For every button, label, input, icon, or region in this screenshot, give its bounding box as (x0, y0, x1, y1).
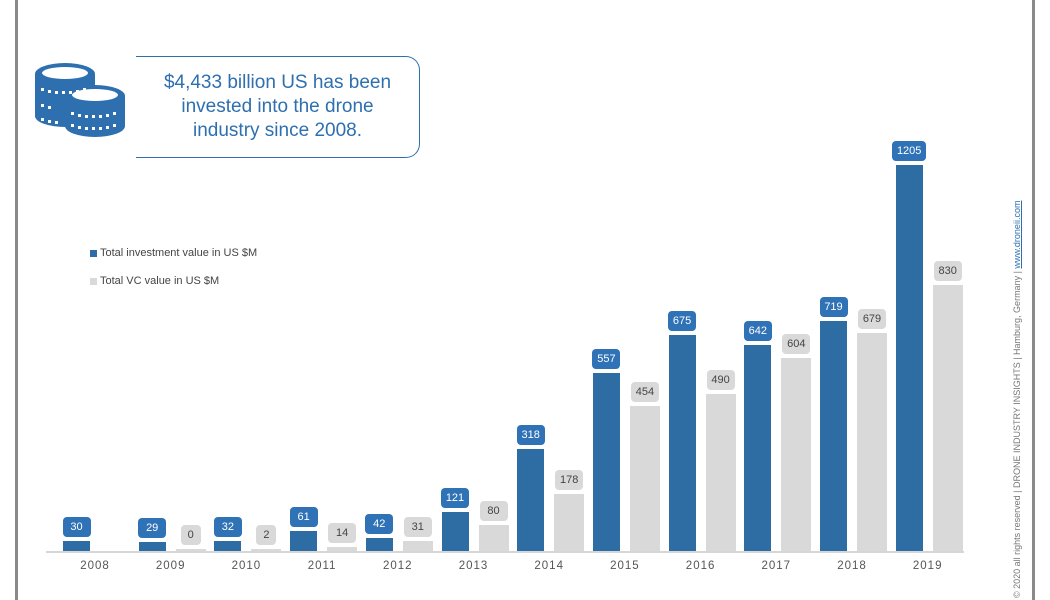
x-tick-label: 2016 (685, 560, 716, 572)
frame-border-left (15, 0, 18, 600)
investment-bar-2019 (895, 165, 923, 551)
vc-value-label: 178 (555, 469, 584, 490)
vc-bar-2011 (327, 546, 358, 551)
vc-bar-2017 (781, 357, 812, 551)
x-tick-label: 2013 (458, 560, 489, 572)
x-tick-label: 2011 (307, 560, 337, 572)
x-tick-label: 2008 (80, 560, 110, 572)
investment-bar-2011 (290, 531, 318, 551)
summary-callout: $4,433 billion US has been invested into… (136, 56, 420, 158)
x-tick-label: 2012 (383, 560, 413, 572)
investment-bar-2009 (138, 541, 166, 551)
investment-value-label: 1205 (892, 141, 927, 161)
investment-bar-2016 (668, 334, 696, 551)
investment-bar-2012 (365, 537, 393, 551)
vc-value-label: 2 (256, 525, 277, 545)
x-tick-label: 2019 (912, 560, 943, 572)
vc-value-label: 454 (630, 381, 659, 402)
x-tick-label: 2010 (231, 560, 262, 572)
x-axis-line (46, 551, 964, 553)
vc-bar-2010 (251, 549, 282, 551)
vc-bar-2018 (857, 333, 887, 551)
legend-swatch-investment (90, 249, 97, 257)
investment-value-label: 121 (441, 488, 469, 509)
vc-bar-2009 (175, 549, 206, 551)
vc-value-label: 80 (479, 501, 508, 522)
x-tick-label: 2018 (837, 560, 867, 572)
vc-bar-2019 (932, 285, 963, 551)
legend-label: Total VC value in US $M (100, 275, 220, 287)
investment-value-label: 642 (743, 321, 772, 342)
vc-value-label: 830 (933, 261, 962, 282)
investment-bar-2018 (820, 320, 847, 551)
vc-value-label: 0 (180, 525, 201, 545)
vc-value-label: 31 (403, 517, 432, 538)
investment-bar-2010 (214, 540, 242, 551)
investment-bar-2014 (517, 449, 545, 551)
investment-bar-2008 (63, 541, 90, 551)
x-tick-label: 2015 (610, 560, 640, 572)
vc-bar-2015 (629, 405, 660, 551)
investment-value-label: 675 (668, 310, 697, 331)
frame-border-right (1032, 0, 1035, 600)
vc-bar-2013 (478, 525, 509, 551)
investment-bar-2017 (744, 345, 772, 551)
legend-item-investment: Total investment value in US $M (90, 246, 257, 260)
summary-text: $4,433 billion US has been invested into… (163, 72, 392, 141)
vc-value-label: 490 (706, 370, 735, 391)
vc-value-label: 14 (328, 522, 357, 543)
vc-value-label: 679 (858, 309, 886, 330)
investment-bar-2013 (441, 512, 469, 551)
investment-value-label: 42 (365, 513, 394, 534)
investment-value-label: 61 (289, 507, 318, 528)
investment-value-label: 32 (213, 516, 242, 537)
legend-item-vc: Total VC value in US $M (90, 274, 257, 288)
credit-text: © 2020 all rights reserved | DRONE INDUS… (1012, 268, 1022, 598)
coins-icon (35, 63, 125, 137)
investment-value-label: 719 (819, 296, 848, 317)
investment-value-label: 557 (592, 348, 621, 369)
vc-bar-2012 (402, 541, 433, 551)
x-tick-label: 2017 (761, 560, 792, 572)
vc-bar-2016 (705, 394, 736, 551)
investment-value-label: 30 (62, 517, 91, 538)
legend-label: Total investment value in US $M (100, 247, 258, 259)
copyright-credit: © 2020 all rights reserved | DRONE INDUS… (1012, 201, 1022, 598)
website-link[interactable]: www.droneii.com (1012, 200, 1022, 269)
vc-bar-2014 (554, 493, 585, 551)
x-tick-label: 2009 (155, 560, 186, 572)
legend-swatch-vc (90, 277, 97, 285)
investment-value-label: 29 (138, 517, 167, 538)
chart-legend: Total investment value in US $M Total VC… (90, 246, 257, 302)
vc-value-label: 604 (782, 333, 811, 354)
x-tick-label: 2014 (534, 560, 564, 572)
investment-bar-2015 (592, 372, 620, 551)
investment-value-label: 318 (516, 425, 545, 446)
